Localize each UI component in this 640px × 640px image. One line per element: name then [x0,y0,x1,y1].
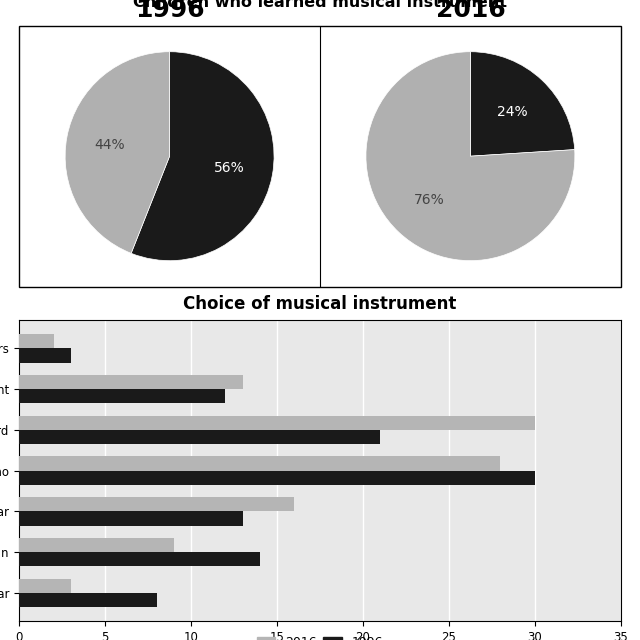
Bar [19,593,157,607]
Legend: Not learning a musical instrument, Learning a musical instrument: Not learning a musical instrument, Learn… [23,346,231,381]
Bar [19,538,174,552]
Bar [19,497,294,511]
Bar [19,511,243,525]
Bar [19,415,535,430]
Text: 24%: 24% [497,105,527,119]
Wedge shape [470,52,575,156]
Text: Children who learned musical instrument: Children who learned musical instrument [133,0,507,10]
Title: 1996: 1996 [135,0,204,22]
Text: 56%: 56% [214,161,244,175]
Legend: 2016, 1996: 2016, 1996 [252,630,388,640]
Wedge shape [65,52,170,253]
Title: 2016: 2016 [436,0,505,22]
Bar [19,389,225,403]
Bar [19,348,71,363]
Text: 44%: 44% [95,138,125,152]
Legend: Not learning a musical instrument, Learning a musical instrument: Not learning a musical instrument, Learn… [324,346,532,381]
Wedge shape [366,52,575,260]
Bar [19,579,71,593]
Text: 76%: 76% [413,193,444,207]
Bar [19,552,260,566]
Wedge shape [131,52,274,260]
Bar [19,375,243,389]
Bar [19,470,535,485]
Title: Choice of musical instrument: Choice of musical instrument [183,295,457,314]
Bar [19,334,54,348]
Bar [19,456,500,470]
Bar [19,430,380,444]
